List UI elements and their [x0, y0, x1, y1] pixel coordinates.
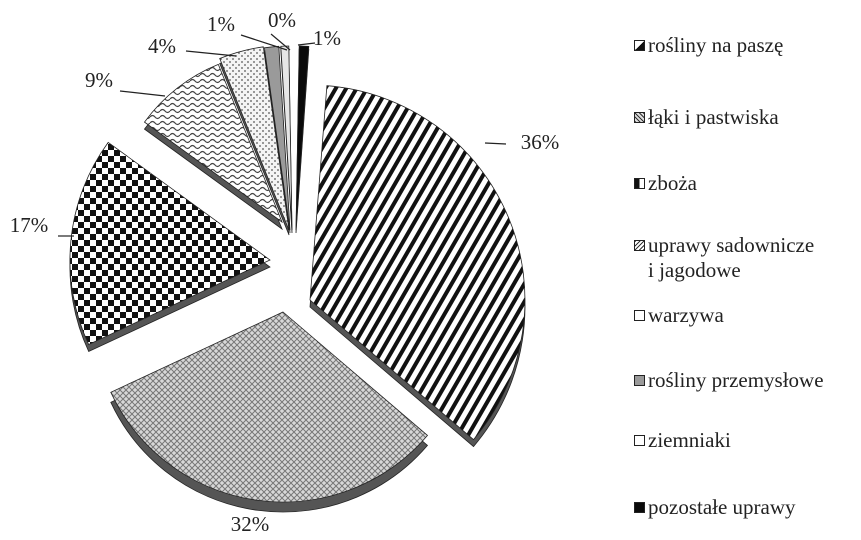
legend-swatch — [634, 375, 645, 386]
legend-label: ziemniaki — [648, 428, 731, 452]
data-label: 4% — [148, 34, 176, 58]
leader-line — [119, 90, 166, 97]
pie-slice-face — [295, 45, 310, 231]
pie-slice-warzywa — [219, 46, 290, 236]
pie-slices — [69, 45, 526, 513]
pie-slice-face — [263, 45, 291, 231]
legend-label: warzywa — [648, 303, 724, 327]
legend-item-laki-i-pastwiska: łąki i pastwiska — [634, 105, 779, 130]
data-label: 17% — [10, 213, 49, 237]
legend-label: zboża — [648, 171, 697, 195]
pie-slice-laki-i-pastwiska — [110, 311, 429, 513]
data-label: 0% — [268, 8, 296, 32]
pie-slice-face — [143, 63, 283, 224]
leader-line — [297, 42, 316, 46]
data-label: 1% — [313, 26, 341, 50]
legend: rośliny na paszę łąki i pastwiska zboża upr… — [634, 0, 861, 540]
pie-slice-face — [219, 46, 290, 231]
pie-slice-face — [110, 311, 429, 503]
pie-chart: 36% 32% 17% 9% 4% 1% 0% 1% — [10, 8, 560, 536]
pie-slice-rosliny-na-pasze — [309, 85, 526, 448]
data-label: 1% — [207, 12, 235, 36]
legend-swatch — [634, 435, 645, 446]
leader-line — [185, 50, 237, 57]
legend-item-rosliny-przemyslowe: rośliny przemysłowe — [634, 368, 824, 393]
data-label: 9% — [85, 68, 113, 92]
legend-label: pozostałe uprawy — [648, 495, 796, 519]
legend-label: rośliny na paszę — [648, 33, 784, 57]
data-label: 32% — [231, 512, 270, 536]
legend-swatch — [634, 40, 645, 51]
pie-slice-pozostale-uprawy — [295, 45, 310, 234]
legend-item-pozostale-uprawy: pozostałe uprawy — [634, 495, 796, 520]
pie-slice-face — [309, 85, 526, 441]
legend-swatch — [634, 310, 645, 321]
pie-slice-face — [69, 141, 271, 346]
leader-line — [240, 34, 288, 51]
data-label: 36% — [521, 130, 560, 154]
legend-swatch — [634, 178, 645, 189]
legend-item-zboza: zboża — [634, 171, 697, 196]
pie-slice-rosliny-przemyslowe — [263, 45, 291, 234]
pie-slice-uprawy-sadownicze — [143, 63, 283, 231]
legend-swatch — [634, 240, 645, 251]
legend-label: uprawy sadownicze i jagodowe — [648, 233, 815, 282]
legend-item-rosliny-na-pasze: rośliny na paszę — [634, 33, 783, 58]
legend-item-uprawy-sadownicze: uprawy sadownicze i jagodowe — [634, 233, 814, 283]
legend-swatch — [634, 502, 645, 513]
legend-swatch — [634, 112, 645, 123]
legend-item-warzywa: warzywa — [634, 303, 724, 328]
leader-line — [484, 142, 507, 145]
leader-line — [270, 33, 291, 51]
legend-label: łąki i pastwiska — [648, 105, 779, 129]
pie-labels: 36% 32% 17% 9% 4% 1% 0% 1% — [10, 8, 560, 536]
legend-item-ziemniaki: ziemniaki — [634, 428, 731, 453]
pie-slice-zboza — [69, 141, 271, 353]
legend-label: rośliny przemysłowe — [648, 368, 824, 392]
